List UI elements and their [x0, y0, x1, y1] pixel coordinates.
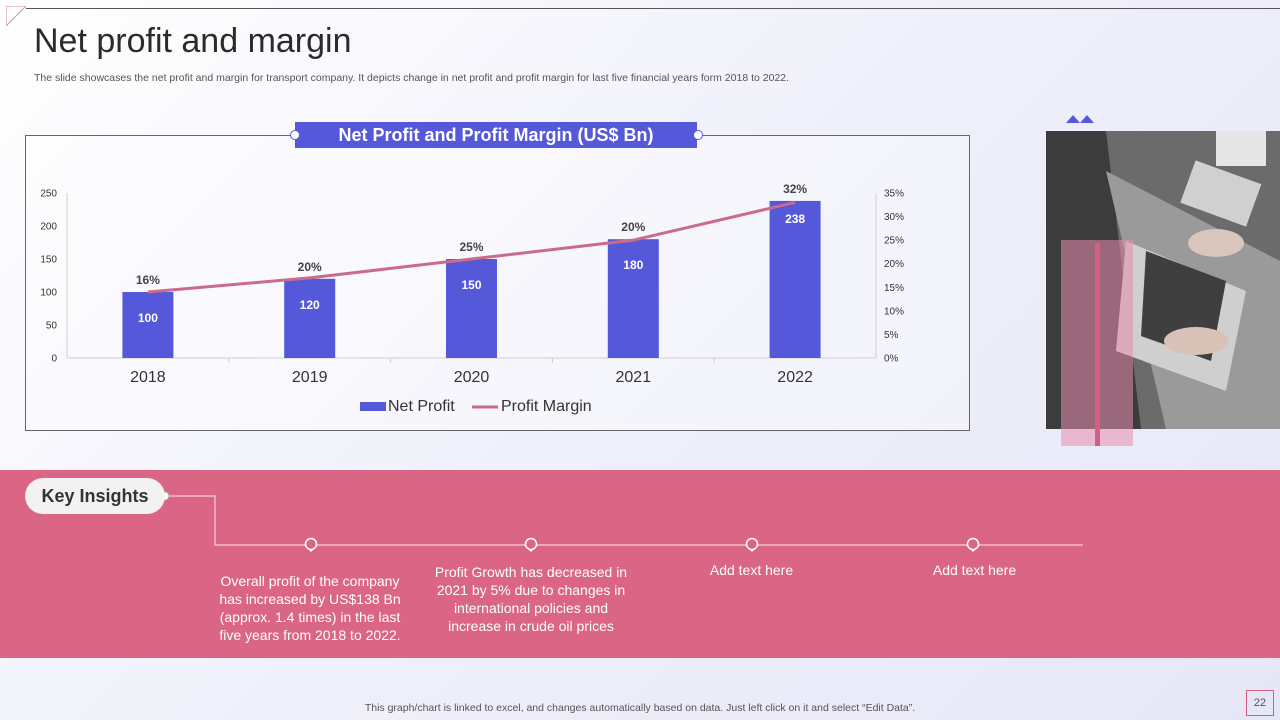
y-left-tick-label: 0 — [51, 354, 57, 365]
corner-fold-decoration — [5, 5, 28, 28]
bar-net-profit-2019 — [284, 278, 336, 358]
bar-net-profit-2022 — [769, 200, 821, 358]
y-left-tick-label: 50 — [46, 321, 58, 332]
x-tick-label: 2022 — [777, 369, 813, 386]
insight-text-3[interactable]: Add text here — [709, 562, 794, 578]
y-right-tick-label: 5% — [884, 330, 899, 341]
line-profit-margin — [147, 200, 796, 294]
y-left-tick-label: 150 — [40, 255, 57, 266]
legend-swatch-net-profit — [360, 402, 386, 411]
y-right-tick-label: 15% — [884, 283, 904, 294]
y-left-tick-label: 250 — [40, 189, 57, 200]
y-left-tick-label: 100 — [40, 288, 57, 299]
triangle-decoration-icon — [1066, 115, 1094, 123]
top-rule — [26, 8, 1280, 9]
x-tick-label: 2019 — [292, 369, 328, 386]
bar-net-profit-2018 — [122, 292, 174, 358]
x-tick-label: 2018 — [130, 369, 166, 386]
chart-title-left-dot — [290, 130, 300, 140]
y-right-tick-label: 35% — [884, 189, 904, 200]
page-subtitle: The slide showcases the net profit and m… — [34, 72, 790, 84]
insights-band — [0, 470, 1280, 658]
bar-data-label: 150 — [461, 278, 481, 292]
bar-data-label: 238 — [785, 212, 805, 226]
y-right-tick-label: 25% — [884, 236, 904, 247]
margin-data-label: 25% — [459, 240, 483, 254]
margin-data-label: 20% — [621, 220, 645, 234]
key-insights-heading: Key Insights — [25, 478, 165, 514]
insight-text-1: Overall profit of the company has increa… — [219, 573, 401, 643]
y-right-tick-label: 20% — [884, 259, 904, 270]
footer-note: This graph/chart is linked to excel, and… — [364, 702, 916, 714]
margin-data-label: 32% — [783, 182, 807, 196]
y-left-tick-label: 200 — [40, 222, 57, 233]
photo-pink-bar — [1095, 243, 1100, 446]
margin-data-label: 16% — [136, 273, 160, 287]
insight-text-4[interactable]: Add text here — [932, 562, 1017, 578]
legend-label-profit-margin: Profit Margin — [501, 398, 592, 415]
y-right-tick-label: 10% — [884, 306, 904, 317]
chart-title-right-dot — [693, 130, 703, 140]
margin-data-label: 20% — [298, 260, 322, 274]
x-tick-label: 2021 — [616, 369, 652, 386]
bar-data-label: 120 — [300, 298, 320, 312]
page-title: Net profit and margin — [34, 22, 352, 60]
bar-net-profit-2021 — [607, 239, 659, 358]
x-tick-label: 2020 — [454, 369, 490, 386]
y-right-tick-label: 0% — [884, 354, 899, 365]
bar-net-profit-2020 — [446, 259, 497, 358]
bar-data-label: 180 — [623, 258, 643, 272]
y-right-tick-label: 30% — [884, 212, 904, 223]
insight-text-2: Profit Growth has decreased in 2021 by 5… — [434, 564, 628, 634]
bar-data-label: 100 — [138, 311, 158, 325]
chart-title: Net Profit and Profit Margin (US$ Bn) — [295, 122, 697, 148]
legend-label-net-profit: Net Profit — [388, 398, 455, 415]
page-number: 22 — [1246, 690, 1274, 716]
